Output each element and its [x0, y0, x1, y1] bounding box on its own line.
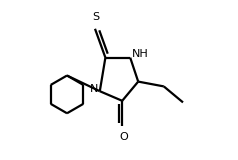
- Text: S: S: [92, 12, 99, 22]
- Text: N: N: [89, 84, 98, 94]
- Text: O: O: [119, 132, 128, 142]
- Text: NH: NH: [132, 49, 149, 59]
